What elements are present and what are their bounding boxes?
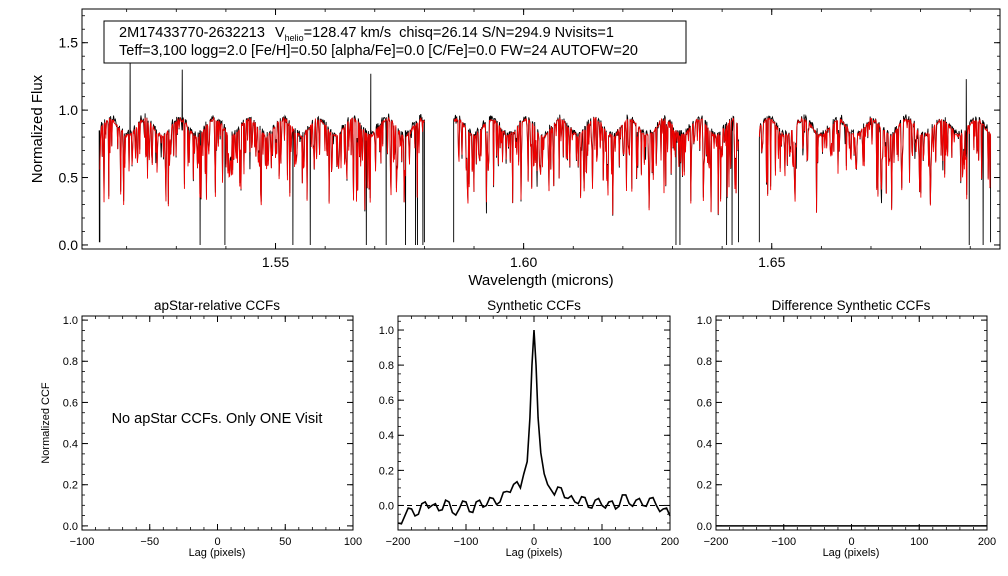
apstar-ccf-ytick-label: 1.0 <box>63 315 78 327</box>
spectrum-xlabel: Wavelength (microns) <box>468 272 613 289</box>
spectrum-info-box: 2M17433770-2632213 Vhelio=128.47 km/s chis… <box>103 20 687 64</box>
apstar-ccf-ytick-label: 0.0 <box>63 521 78 533</box>
synthetic-ccf-xtick-label: 200 <box>661 536 679 548</box>
difference-ccf-xtick-label: −100 <box>771 536 796 548</box>
apstar-ccf-xtick-label: 100 <box>344 536 362 548</box>
difference-ccf-ytick-label: 0.4 <box>697 439 712 451</box>
v-helio-symbol: V <box>275 25 285 41</box>
spectrum-ylabel: Normalized Flux <box>29 74 46 183</box>
spectrum-plot-area <box>98 58 992 245</box>
apstar-ccf-ytick-label: 0.2 <box>63 480 78 492</box>
synthetic-ccf-ytick-label: 0.2 <box>379 465 394 477</box>
info-box-frame <box>103 20 687 64</box>
apstar-ccf-xtick-label: −50 <box>140 536 159 548</box>
apstar-ccf-panel: apStar-relative CCFs −100 −50 0 50 100 0.0 0.2… <box>40 298 362 559</box>
spectrum-ticks: 1.55 1.60 1.65 0.0 0.5 1.0 1.5 <box>59 9 1000 270</box>
synthetic-ccf-ytick-label: 1.0 <box>379 325 394 337</box>
synthetic-ccf-xtick-label: 100 <box>593 536 611 548</box>
model-spectrum-line-chip-c <box>758 116 992 213</box>
difference-ccf-ticks: −200 −100 0 100 200 0.0 0.2 0.4 0.6 0.8 1.0 <box>697 315 996 548</box>
synthetic-ccf-ytick-label: 0.6 <box>379 395 394 407</box>
difference-ccf-xtick-label: 200 <box>978 536 996 548</box>
spectrum-ytick-label: 1.5 <box>59 35 79 51</box>
apstar-ccf-ytick-label: 0.6 <box>63 397 78 409</box>
difference-ccf-ytick-label: 0.6 <box>697 397 712 409</box>
model-spectrum-line-chip-b <box>453 116 739 215</box>
difference-ccf-xlabel: Lag (pixels) <box>823 547 880 559</box>
model-spectrum-line-chip-a <box>99 116 425 210</box>
synthetic-ccf-ytick-label: 0.4 <box>379 430 394 442</box>
synthetic-ccf-ticks: −200 −100 0 100 200 0.0 0.2 0.4 0.6 0.8 1.0 <box>379 316 679 548</box>
v-helio-value: =128.47 km/s <box>304 25 391 41</box>
info-line-1: 2M17433770-2632213 Vhelio=128.47 km/s chis… <box>119 25 614 43</box>
synthetic-ccf-panel: Synthetic CCFs −200 −100 0 100 200 0.0 0.2 0.4 0… <box>379 298 679 559</box>
spectrum-frame <box>81 8 1001 250</box>
difference-ccf-ytick-label: 0.8 <box>697 356 712 368</box>
spectrum-ytick-label: 0.5 <box>59 170 79 186</box>
apstar-ccf-xtick-label: 0 <box>214 536 220 548</box>
fit-stats: chisq=26.14 S/N=294.9 Nvisits=1 <box>399 25 614 41</box>
spectrum-xtick-label: 1.60 <box>510 254 537 270</box>
spectrum-panel: 1.55 1.60 1.65 0.0 0.5 1.0 1.5 Wavelength (mic… <box>29 8 1001 289</box>
spectrum-xtick-label: 1.55 <box>262 254 289 270</box>
difference-ccf-title: Difference Synthetic CCFs <box>772 298 931 313</box>
difference-ccf-ytick-label: 1.0 <box>697 315 712 327</box>
synthetic-ccf-ytick-label: 0.8 <box>379 360 394 372</box>
apstar-ccf-xtick-label: 50 <box>279 536 291 548</box>
apstar-ccf-xlabel: Lag (pixels) <box>189 547 246 559</box>
apstar-ccf-ytick-label: 0.8 <box>63 356 78 368</box>
apstar-ccf-ticks: −100 −50 0 50 100 0.0 0.2 0.4 0.6 0.8 1.0 <box>63 315 362 548</box>
difference-ccf-ytick-label: 0.2 <box>697 480 712 492</box>
synthetic-ccf-xtick-label: −200 <box>386 536 411 548</box>
synthetic-ccf-line <box>397 329 671 525</box>
synthetic-ccf-ytick-label: 0.0 <box>379 500 394 512</box>
synthetic-ccf-plot-area <box>397 329 671 525</box>
no-ccf-message: No apStar CCFs. Only ONE Visit <box>112 411 323 427</box>
apstar-ccf-ylabel: Normalized CCF <box>40 382 52 464</box>
synthetic-ccf-xtick-label: −100 <box>454 536 479 548</box>
v-helio-subscript: helio <box>285 33 304 43</box>
difference-ccf-xtick-label: 0 <box>848 536 854 548</box>
spectrum-ytick-label: 0.0 <box>59 237 79 253</box>
difference-ccf-xtick-label: 100 <box>910 536 928 548</box>
synthetic-ccf-title: Synthetic CCFs <box>487 298 581 313</box>
info-line-2: Teff=3,100 logg=2.0 [Fe/H]=0.50 [alpha/F… <box>119 43 638 59</box>
difference-ccf-ytick-label: 0.0 <box>697 521 712 533</box>
apstar-ccf-title: apStar-relative CCFs <box>154 298 280 313</box>
spectrum-ytick-label: 1.0 <box>59 102 79 118</box>
apstar-ccf-ytick-label: 0.4 <box>63 439 78 451</box>
synthetic-ccf-xlabel: Lag (pixels) <box>506 547 563 559</box>
difference-ccf-panel: Difference Synthetic CCFs −200 −100 0 100 20… <box>697 298 996 559</box>
difference-ccf-xtick-label: −200 <box>704 536 729 548</box>
star-id: 2M17433770-2632213 <box>119 25 265 41</box>
synthetic-ccf-xtick-label: 0 <box>531 536 537 548</box>
apstar-ccf-xtick-label: −100 <box>70 536 95 548</box>
spectrum-xtick-label: 1.65 <box>758 254 785 270</box>
